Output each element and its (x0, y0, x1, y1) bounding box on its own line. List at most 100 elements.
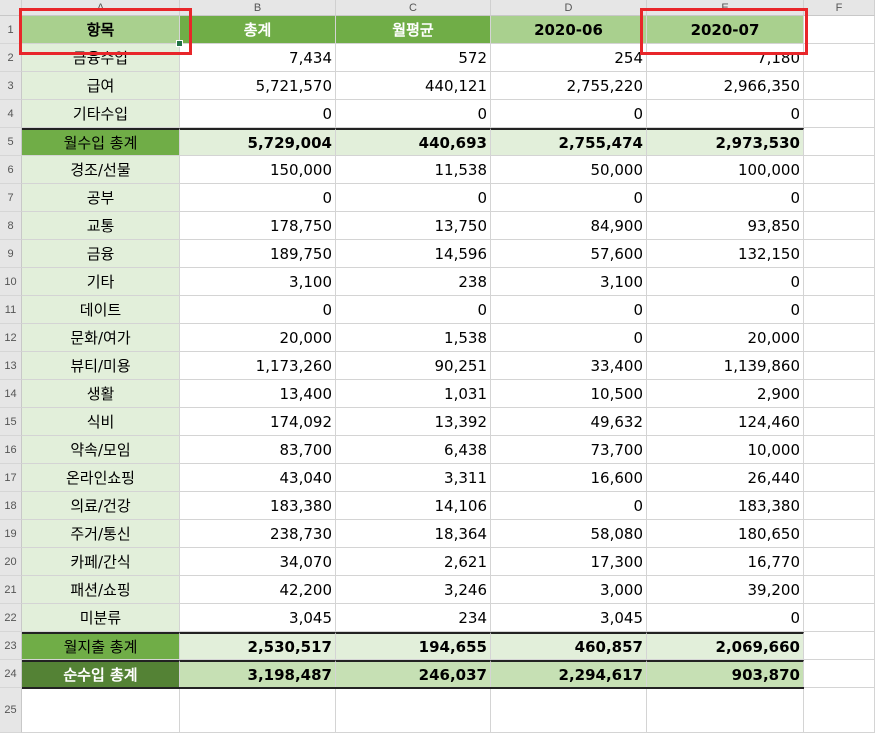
row-header-25[interactable]: 25 (0, 688, 22, 733)
row-label-cell[interactable]: 기타 (22, 268, 180, 296)
value-cell[interactable]: 124,460 (647, 408, 804, 436)
value-cell[interactable]: 83,700 (180, 436, 336, 464)
value-cell[interactable]: 238 (336, 268, 491, 296)
value-cell[interactable]: 0 (180, 100, 336, 128)
row-header-16[interactable]: 16 (0, 436, 22, 464)
empty-cell[interactable] (804, 436, 875, 464)
value-cell[interactable]: 57,600 (491, 240, 647, 268)
empty-cell[interactable] (804, 268, 875, 296)
value-cell[interactable]: 11,538 (336, 156, 491, 184)
empty-cell[interactable] (804, 380, 875, 408)
empty-cell[interactable] (804, 296, 875, 324)
value-cell[interactable]: 6,438 (336, 436, 491, 464)
value-cell[interactable]: 0 (180, 296, 336, 324)
row-header-8[interactable]: 8 (0, 212, 22, 240)
empty-cell[interactable] (804, 44, 875, 72)
value-cell[interactable]: 16,770 (647, 548, 804, 576)
value-cell[interactable]: 2,973,530 (647, 128, 804, 156)
empty-cell[interactable] (804, 324, 875, 352)
header-cell-4[interactable]: 2020-07 (647, 16, 804, 44)
value-cell[interactable]: 7,434 (180, 44, 336, 72)
row-label-cell[interactable]: 기타수입 (22, 100, 180, 128)
value-cell[interactable]: 39,200 (647, 576, 804, 604)
value-cell[interactable]: 16,600 (491, 464, 647, 492)
empty-cell[interactable] (647, 688, 804, 733)
row-label-cell[interactable]: 약속/모임 (22, 436, 180, 464)
value-cell[interactable]: 2,530,517 (180, 632, 336, 660)
row-header-6[interactable]: 6 (0, 156, 22, 184)
value-cell[interactable]: 3,045 (180, 604, 336, 632)
column-header-f[interactable]: F (804, 0, 875, 16)
row-label-cell[interactable]: 식비 (22, 408, 180, 436)
value-cell[interactable]: 3,045 (491, 604, 647, 632)
row-label-cell[interactable]: 공부 (22, 184, 180, 212)
value-cell[interactable]: 0 (647, 268, 804, 296)
value-cell[interactable]: 0 (336, 100, 491, 128)
value-cell[interactable]: 49,632 (491, 408, 647, 436)
value-cell[interactable]: 34,070 (180, 548, 336, 576)
empty-cell[interactable] (804, 240, 875, 268)
row-header-9[interactable]: 9 (0, 240, 22, 268)
row-header-22[interactable]: 22 (0, 604, 22, 632)
row-header-24[interactable]: 24 (0, 660, 22, 688)
value-cell[interactable]: 26,440 (647, 464, 804, 492)
value-cell[interactable]: 90,251 (336, 352, 491, 380)
empty-cell[interactable] (804, 520, 875, 548)
value-cell[interactable]: 3,198,487 (180, 660, 336, 688)
row-label-cell[interactable]: 급여 (22, 72, 180, 100)
column-header-d[interactable]: D (491, 0, 647, 16)
value-cell[interactable]: 5,721,570 (180, 72, 336, 100)
value-cell[interactable]: 0 (491, 184, 647, 212)
value-cell[interactable]: 10,500 (491, 380, 647, 408)
row-label-cell[interactable]: 데이트 (22, 296, 180, 324)
empty-cell[interactable] (804, 660, 875, 688)
row-header-5[interactable]: 5 (0, 128, 22, 156)
value-cell[interactable]: 0 (647, 100, 804, 128)
value-cell[interactable]: 0 (491, 324, 647, 352)
row-label-cell[interactable]: 문화/여가 (22, 324, 180, 352)
value-cell[interactable]: 0 (180, 184, 336, 212)
row-label-cell[interactable]: 월지출 총계 (22, 632, 180, 660)
value-cell[interactable]: 2,621 (336, 548, 491, 576)
header-cell-2[interactable]: 월평균 (336, 16, 491, 44)
row-label-cell[interactable]: 순수입 총계 (22, 660, 180, 688)
empty-cell[interactable] (804, 464, 875, 492)
row-header-13[interactable]: 13 (0, 352, 22, 380)
row-header-19[interactable]: 19 (0, 520, 22, 548)
value-cell[interactable]: 194,655 (336, 632, 491, 660)
value-cell[interactable]: 234 (336, 604, 491, 632)
value-cell[interactable]: 3,246 (336, 576, 491, 604)
row-header-17[interactable]: 17 (0, 464, 22, 492)
value-cell[interactable]: 178,750 (180, 212, 336, 240)
row-header-2[interactable]: 2 (0, 44, 22, 72)
value-cell[interactable]: 58,080 (491, 520, 647, 548)
value-cell[interactable]: 10,000 (647, 436, 804, 464)
empty-cell[interactable] (180, 688, 336, 733)
row-label-cell[interactable]: 경조/선물 (22, 156, 180, 184)
row-label-cell[interactable]: 금융수입 (22, 44, 180, 72)
value-cell[interactable]: 180,650 (647, 520, 804, 548)
value-cell[interactable]: 13,750 (336, 212, 491, 240)
row-label-cell[interactable]: 패션/쇼핑 (22, 576, 180, 604)
empty-cell[interactable] (804, 604, 875, 632)
value-cell[interactable]: 3,100 (180, 268, 336, 296)
column-header-a[interactable]: A (22, 0, 180, 16)
value-cell[interactable]: 1,173,260 (180, 352, 336, 380)
value-cell[interactable]: 18,364 (336, 520, 491, 548)
fill-handle[interactable] (176, 40, 183, 47)
value-cell[interactable]: 132,150 (647, 240, 804, 268)
value-cell[interactable]: 183,380 (647, 492, 804, 520)
value-cell[interactable]: 50,000 (491, 156, 647, 184)
value-cell[interactable]: 33,400 (491, 352, 647, 380)
empty-cell[interactable] (804, 184, 875, 212)
row-label-cell[interactable]: 카페/간식 (22, 548, 180, 576)
empty-cell[interactable] (804, 212, 875, 240)
value-cell[interactable]: 440,693 (336, 128, 491, 156)
value-cell[interactable]: 246,037 (336, 660, 491, 688)
header-cell-item[interactable]: 항목 (22, 16, 180, 44)
empty-cell[interactable] (804, 128, 875, 156)
row-label-cell[interactable]: 교통 (22, 212, 180, 240)
value-cell[interactable]: 238,730 (180, 520, 336, 548)
value-cell[interactable]: 2,966,350 (647, 72, 804, 100)
value-cell[interactable]: 1,031 (336, 380, 491, 408)
